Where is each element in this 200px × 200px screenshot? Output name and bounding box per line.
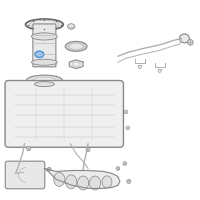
FancyBboxPatch shape [5,81,123,147]
Ellipse shape [35,51,44,57]
Ellipse shape [54,172,65,186]
Circle shape [86,148,90,152]
Polygon shape [44,169,120,188]
Ellipse shape [68,24,75,29]
Circle shape [188,40,193,45]
Ellipse shape [89,176,101,190]
Ellipse shape [179,34,189,43]
FancyBboxPatch shape [33,24,56,67]
Ellipse shape [65,41,87,51]
Ellipse shape [34,82,54,87]
Circle shape [123,162,127,165]
Ellipse shape [66,175,77,189]
Circle shape [116,167,120,170]
Ellipse shape [30,20,59,29]
Ellipse shape [102,176,112,188]
Circle shape [138,65,141,68]
Polygon shape [69,60,83,69]
Ellipse shape [31,33,57,40]
Ellipse shape [27,75,62,85]
Circle shape [127,179,131,183]
Ellipse shape [72,62,80,66]
FancyBboxPatch shape [5,161,45,189]
Circle shape [126,126,130,130]
Ellipse shape [78,176,89,190]
Circle shape [158,69,161,72]
Ellipse shape [69,43,83,50]
Circle shape [48,167,51,171]
Circle shape [124,110,128,114]
Ellipse shape [34,77,55,83]
Ellipse shape [31,59,57,65]
Ellipse shape [26,19,63,30]
Circle shape [27,147,30,151]
